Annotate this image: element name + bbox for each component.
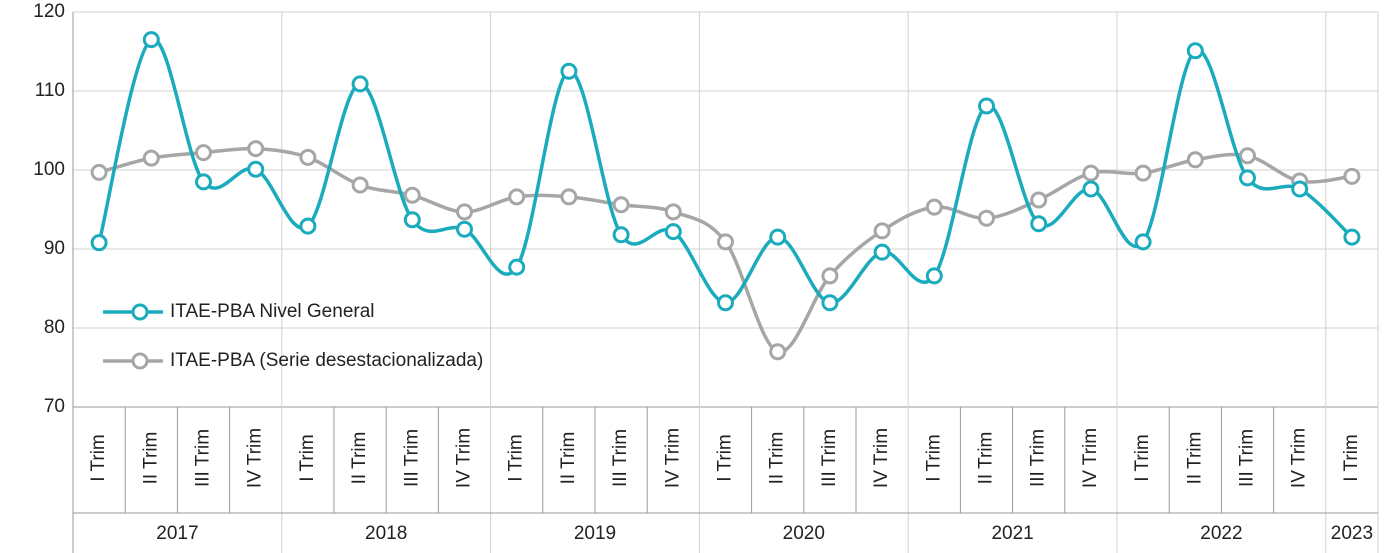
point [978, 97, 995, 115]
x-tick-label: IV Trim [454, 428, 475, 488]
x-tick-label: I Trim [506, 434, 527, 482]
year-label: 2022 [1200, 523, 1242, 544]
x-tick-label: IV Trim [662, 428, 683, 488]
x-tick-label: III Trim [610, 429, 631, 487]
year-label: 2018 [365, 523, 407, 544]
point [142, 31, 160, 49]
point [873, 222, 891, 240]
x-tick-label: III Trim [193, 429, 214, 487]
legend-marker [131, 352, 149, 370]
x-tick-label: II Trim [767, 432, 788, 485]
point [664, 223, 682, 241]
point [299, 217, 317, 235]
x-tick-label: IV Trim [871, 428, 892, 488]
x-tick-label: I Trim [1341, 434, 1362, 482]
point [769, 228, 787, 246]
point [925, 267, 943, 285]
point [508, 188, 526, 206]
x-tick-label: I Trim [923, 434, 944, 482]
point [873, 243, 891, 261]
point [769, 343, 787, 361]
point [1239, 169, 1256, 187]
point [142, 149, 160, 167]
x-tick-label: II Trim [349, 432, 370, 485]
point [1082, 180, 1100, 198]
series-line [97, 37, 1354, 305]
point [90, 163, 108, 181]
point [821, 267, 839, 285]
point [664, 203, 682, 221]
x-tick-label: IV Trim [245, 428, 266, 488]
y-tick-label: 70 [44, 396, 65, 417]
point [612, 226, 630, 244]
point [1134, 233, 1152, 251]
point [351, 75, 369, 93]
y-tick-label: 110 [35, 80, 65, 101]
x-tick-label: III Trim [819, 429, 840, 487]
point [1134, 164, 1152, 182]
point [1186, 42, 1204, 60]
x-tick-label: I Trim [715, 434, 736, 482]
point [1082, 164, 1100, 182]
point [1030, 191, 1048, 209]
point [1291, 180, 1309, 198]
x-tick-label: IV Trim [1080, 428, 1101, 488]
point [508, 258, 526, 276]
year-label: 2019 [574, 523, 616, 544]
point [247, 140, 265, 158]
point [403, 186, 421, 204]
point [560, 188, 578, 206]
x-tick-label: III Trim [401, 429, 422, 487]
y-tick-label: 100 [33, 159, 65, 180]
y-tick-label: 90 [44, 238, 65, 259]
x-tick-label: II Trim [1184, 432, 1205, 485]
x-tick-label: I Trim [1132, 434, 1153, 482]
point [1186, 151, 1204, 169]
x-tick-label: II Trim [140, 432, 161, 485]
point [351, 176, 369, 194]
y-tick-label: 120 [33, 1, 65, 22]
point [1343, 228, 1361, 246]
point [403, 211, 421, 229]
point [612, 196, 630, 214]
point [717, 233, 734, 251]
x-tick-label: III Trim [1028, 429, 1049, 487]
x-tick-label: IV Trim [1289, 428, 1310, 488]
year-label: 2017 [156, 523, 198, 544]
legend-label: ITAE-PBA Nivel General [170, 301, 375, 322]
point [1030, 215, 1048, 233]
year-label: 2021 [991, 523, 1033, 544]
point [456, 220, 473, 238]
point [925, 198, 943, 216]
year-label: 2023 [1331, 523, 1373, 544]
legend-label: ITAE-PBA (Serie desestacionalizada) [170, 350, 483, 371]
point [560, 62, 578, 80]
point [821, 294, 839, 312]
x-tick-label: I Trim [297, 434, 318, 482]
point [195, 144, 212, 162]
point [978, 209, 995, 227]
point [195, 173, 212, 191]
legend-marker [131, 303, 149, 321]
point [1239, 147, 1256, 165]
point [247, 160, 265, 178]
point [1343, 167, 1361, 185]
x-tick-label: I Trim [88, 434, 109, 482]
point [90, 234, 108, 252]
point [717, 294, 734, 312]
point [299, 148, 317, 166]
x-tick-label: III Trim [1237, 429, 1258, 487]
point [456, 203, 473, 221]
x-tick-label: II Trim [558, 432, 579, 485]
x-tick-label: II Trim [976, 432, 997, 485]
y-tick-label: 80 [44, 317, 65, 338]
year-label: 2020 [783, 523, 825, 544]
